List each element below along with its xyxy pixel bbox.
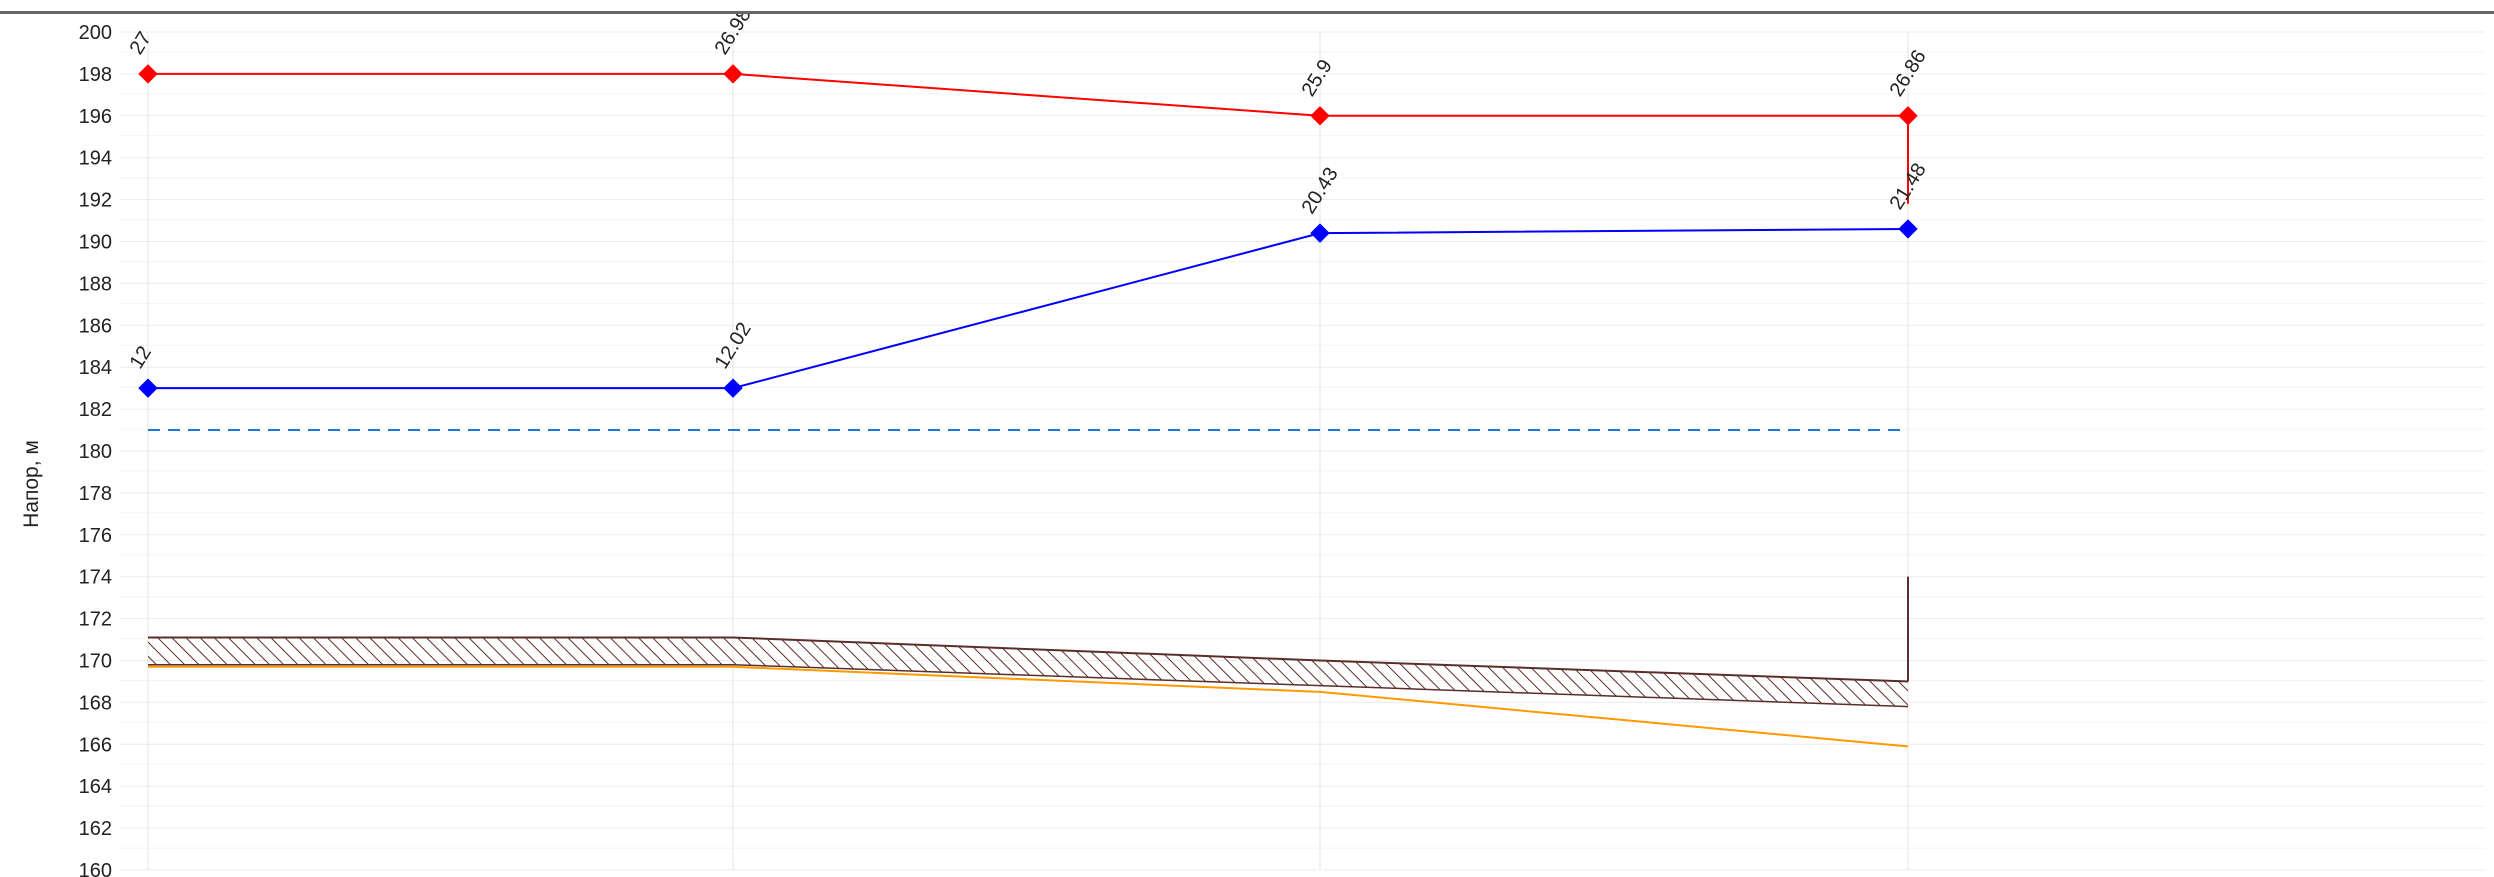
terrain-upper-line [148, 636, 1909, 683]
series-1-point-2 [1310, 223, 1330, 243]
series-1-label-2: 20.43 [1298, 164, 1343, 218]
chart-container: 160 162 164 166 168 170 172 174 176 178 180 182 184 1… [0, 14, 2494, 877]
y-tick-194: 194 [79, 148, 112, 170]
y-axis-title: Напор, м [20, 440, 43, 528]
y-tick-164: 164 [79, 776, 112, 798]
y-tick-170: 170 [79, 651, 112, 673]
terrain-lower-line [148, 663, 1909, 708]
y-tick-190: 190 [79, 232, 112, 254]
series-0-label-group-3: 26.86 [1886, 46, 1931, 100]
y-tick-174: 174 [79, 567, 112, 589]
y-tick-168: 168 [79, 692, 112, 714]
series-1-label-0: 12 [126, 342, 156, 373]
y-tick-182: 182 [79, 399, 112, 421]
y-tick-178: 178 [79, 483, 112, 505]
series-1-point-3 [1898, 219, 1918, 239]
y-tick-176: 176 [79, 525, 112, 547]
series-1-point-0 [138, 378, 158, 398]
series-1-point-1 [723, 378, 743, 398]
series-markers [138, 64, 1918, 398]
top-divider [0, 0, 2494, 14]
series-1-label-group-0: 12 [126, 342, 156, 373]
terrain-band [148, 576, 1909, 708]
series-0-label-3: 26.86 [1886, 46, 1931, 100]
series-0-label-group-0: 27 [126, 28, 156, 59]
series-line-0 [148, 72, 1908, 117]
y-tick-184: 184 [79, 357, 112, 379]
series-1-label-3: 21.48 [1886, 159, 1931, 213]
series-line-3 [148, 665, 1909, 748]
y-tick-166: 166 [79, 734, 112, 756]
y-tick-172: 172 [79, 609, 112, 631]
y-tick-198: 198 [79, 64, 112, 86]
series-0-point-2 [1310, 106, 1330, 126]
y-tick-200: 200 [79, 22, 112, 44]
y-tick-188: 188 [79, 273, 112, 295]
y-tick-180: 180 [79, 441, 112, 463]
series-0-point-3 [1898, 106, 1918, 126]
series-1-label-group-3: 21.48 [1886, 159, 1931, 213]
y-tick-162: 162 [79, 818, 112, 840]
y-tick-186: 186 [79, 315, 112, 337]
series-0-label-0: 27 [126, 28, 156, 59]
series-lines [148, 72, 1909, 748]
series-1-label-group-2: 20.43 [1298, 164, 1343, 218]
pressure-profile-chart: 160 162 164 166 168 170 172 174 176 178 180 182 184 1… [20, 14, 2485, 877]
series-0-point-1 [723, 64, 743, 84]
y-tick-192: 192 [79, 190, 112, 212]
series-line-1 [148, 227, 1909, 390]
terrain-hatched-fill [148, 637, 1908, 707]
series-0-point-0 [138, 64, 158, 84]
y-tick-196: 196 [79, 106, 112, 128]
y-tick-160: 160 [79, 860, 112, 877]
y-axis-ticks: 160 162 164 166 168 170 172 174 176 178 180 182 184 1… [79, 22, 112, 877]
chart-grid [120, 31, 2485, 871]
